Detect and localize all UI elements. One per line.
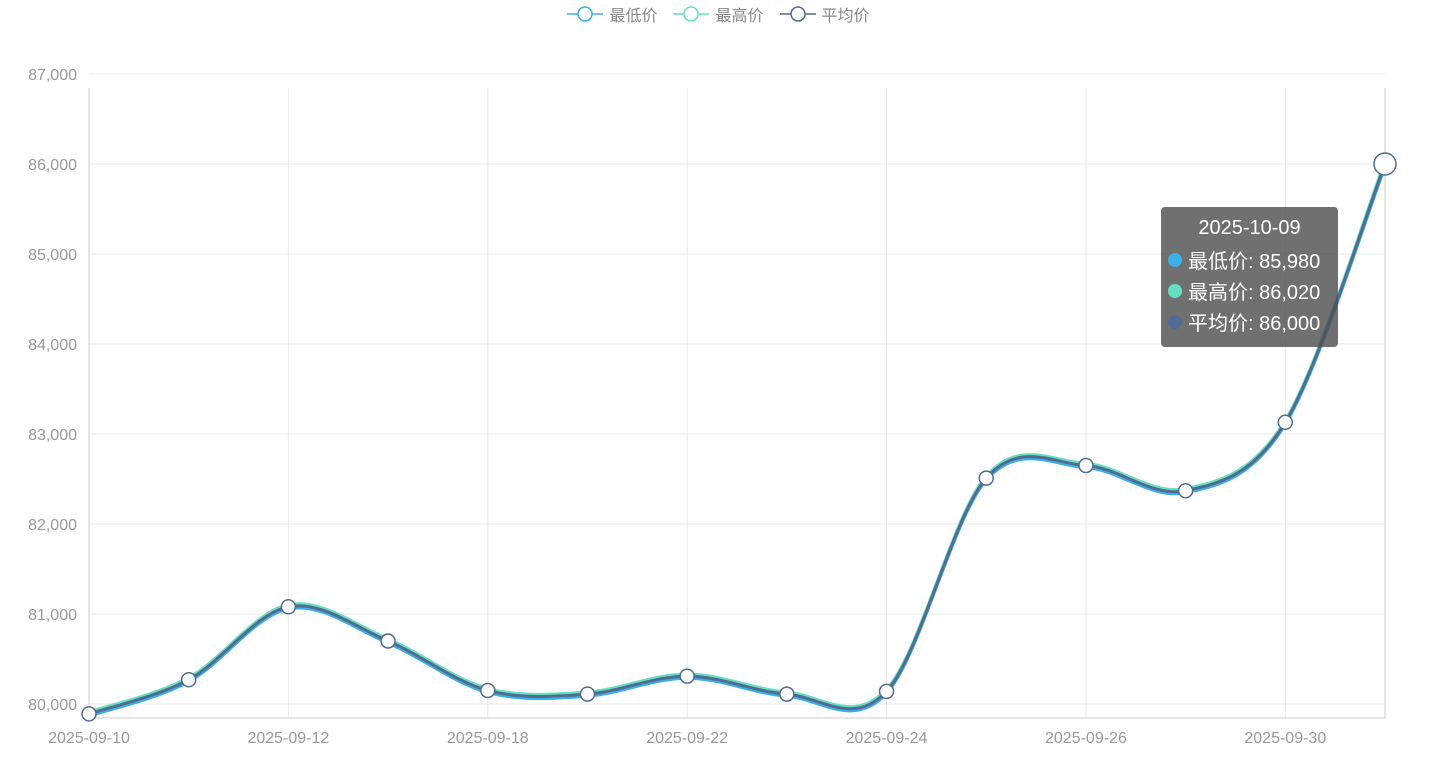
tooltip-dot-avg-icon [1168,314,1182,329]
y-tick-label: 83,000 [28,427,77,444]
x-axis-ticks: 2025-09-10 2025-09-12 2025-09-18 2025-09-22… [48,730,1326,747]
x-tick-label: 2025-09-12 [247,730,329,747]
data-point[interactable] [1277,414,1294,431]
data-point[interactable] [81,706,97,722]
tooltip-row-avg: 平均价: 86,000 [1161,306,1338,337]
tooltip-value-min: 最低价: 85,980 [1188,251,1321,273]
x-tick-label: 2025-09-30 [1244,730,1326,747]
legend-label-avg: 平均价 [821,6,870,25]
data-point[interactable] [380,633,396,649]
tooltip-value-avg: 平均价: 86,000 [1188,313,1321,335]
data-point[interactable] [480,682,496,699]
data-point[interactable] [1373,152,1397,176]
y-tick-label: 81,000 [28,607,77,624]
grid-lines [88,73,1386,719]
legend-marker-min-icon [567,6,604,22]
x-tick-label: 2025-09-24 [846,730,928,747]
data-point[interactable] [878,683,895,700]
legend-marker-avg-icon [779,6,816,22]
data-point[interactable] [1078,457,1094,474]
tooltip-row-min: 最低价: 85,980 [1161,244,1338,275]
data-points[interactable] [81,152,1397,722]
y-axis-ticks: 80,000 81,000 82,000 83,000 84,000 85,000 86,0… [28,67,77,714]
legend-item-max[interactable]: 最高价 [673,2,764,26]
tooltip-value-max: 最高价: 86,020 [1188,282,1321,304]
data-point[interactable] [1177,482,1194,499]
tooltip: 2025-10-09 最低价: 85,980 最高价: 86,020 平均价: … [1161,207,1338,347]
x-tick-label: 2025-09-10 [48,730,130,747]
legend-marker-max-icon [673,6,710,22]
legend: 最低价 最高价 平均价 [0,2,1437,26]
x-tick-label: 2025-09-18 [447,730,529,747]
y-tick-label: 80,000 [28,697,77,714]
data-point[interactable] [978,470,994,486]
y-tick-label: 82,000 [28,517,77,534]
legend-label-min: 最低价 [609,6,658,25]
legend-item-avg[interactable]: 平均价 [779,2,870,26]
tooltip-row-max: 最高价: 86,020 [1161,275,1338,306]
x-tick-label: 2025-09-22 [646,730,728,747]
tooltip-dot-max-icon [1168,283,1182,298]
legend-label-max: 最高价 [715,6,764,25]
y-tick-label: 86,000 [28,157,77,174]
x-tick-label: 2025-09-26 [1045,730,1127,747]
data-point[interactable] [779,686,795,702]
tooltip-title: 2025-10-09 [1198,217,1301,239]
tooltip-dot-min-icon [1168,252,1182,267]
legend-item-min[interactable]: 最低价 [567,2,657,26]
data-point[interactable] [679,668,695,684]
data-point[interactable] [579,686,596,702]
y-tick-label: 85,000 [28,247,77,264]
y-tick-label: 87,000 [28,67,77,84]
data-point[interactable] [180,671,197,688]
y-tick-label: 84,000 [28,337,77,354]
data-point[interactable] [280,599,297,615]
